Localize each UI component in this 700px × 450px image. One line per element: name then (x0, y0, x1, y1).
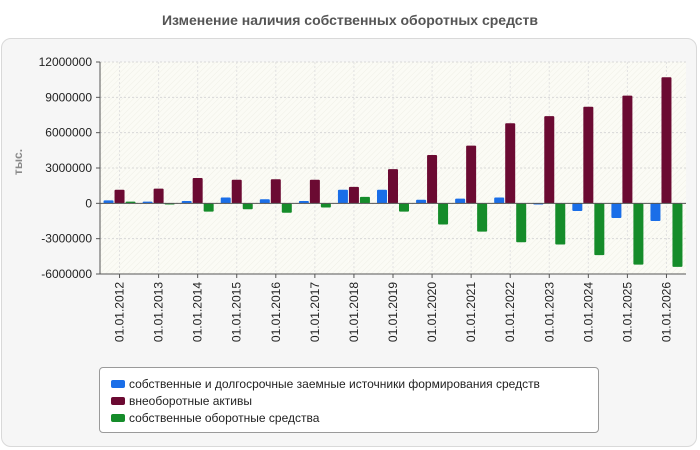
bar-series-2-01.01.2017 (320, 203, 331, 208)
bar-series-1-01.01.2025 (622, 95, 633, 204)
bar-series-2-01.01.2015 (242, 203, 253, 210)
bar-series-2-01.01.2024 (594, 203, 605, 256)
x-tick-label: 01.01.2021 (464, 282, 478, 342)
x-tick-label: 01.01.2020 (425, 282, 439, 342)
y-tick-label: -6000000 (41, 267, 92, 281)
bar-series-2-01.01.2019 (399, 203, 409, 212)
legend-swatch-sources (111, 379, 125, 388)
bar-series-0-01.01.2025 (611, 203, 622, 219)
legend-swatch-noncurrent-assets (111, 396, 125, 405)
x-tick-label: 01.01.2017 (308, 282, 322, 342)
bar-series-1-01.01.2024 (583, 106, 594, 204)
bar-series-1-01.01.2015 (231, 179, 242, 204)
bar-series-0-01.01.2026 (650, 203, 661, 221)
bar-series-2-01.01.2014 (203, 203, 214, 212)
bar-series-0-01.01.2022 (494, 197, 505, 204)
y-tick-label: 9000000 (45, 90, 92, 104)
bar-series-1-01.01.2012 (114, 189, 125, 204)
legend-label-sources: собственные и долгосрочные заемные источ… (129, 376, 540, 391)
bar-series-0-01.01.2018 (337, 189, 348, 204)
legend-label-working-capital: собственные оборотные средства (129, 410, 320, 425)
legend-item-sources: собственные и долгосрочные заемные источ… (111, 375, 598, 392)
x-tick-label: 01.01.2018 (347, 282, 361, 342)
bar-series-2-01.01.2018 (359, 196, 370, 204)
legend: собственные и долгосрочные заемные источ… (99, 367, 599, 433)
x-tick-label: 01.01.2012 (113, 282, 127, 342)
bar-series-1-01.01.2026 (661, 77, 672, 204)
bar-series-0-01.01.2016 (259, 199, 270, 204)
bar-series-0-01.01.2021 (455, 198, 466, 204)
legend-swatch-working-capital (111, 413, 125, 422)
y-axis-label: тыс. (11, 149, 25, 175)
x-tick-label: 01.01.2023 (542, 282, 556, 342)
bar-series-1-01.01.2018 (348, 186, 359, 204)
chart-title: Изменение наличия собственных оборотных … (161, 12, 539, 28)
legend-label-noncurrent-assets: внеоборотные активы (129, 393, 252, 408)
x-tick-label: 01.01.2025 (620, 282, 634, 342)
bar-series-0-01.01.2019 (377, 189, 387, 204)
x-tick-label: 01.01.2024 (581, 282, 595, 342)
bar-series-2-01.01.2021 (477, 203, 488, 232)
bar-series-0-01.01.2020 (416, 199, 427, 204)
bar-series-2-01.01.2023 (555, 203, 566, 245)
legend-item-noncurrent-assets: внеоборотные активы (111, 392, 598, 409)
bar-series-0-01.01.2024 (572, 203, 583, 211)
x-tick-label: 01.01.2015 (230, 282, 244, 342)
bar-series-1-01.01.2014 (192, 178, 203, 204)
x-tick-label: 01.01.2019 (386, 282, 400, 342)
bar-series-0-01.01.2014 (181, 200, 192, 204)
bar-series-1-01.01.2013 (153, 188, 164, 204)
bar-series-1-01.01.2017 (309, 179, 320, 204)
x-tick-label: 01.01.2013 (152, 282, 166, 342)
bar-series-1-01.01.2023 (544, 116, 555, 204)
bar-series-0-01.01.2015 (220, 197, 231, 204)
bar-series-1-01.01.2021 (466, 145, 477, 204)
y-tick-label: 3000000 (45, 161, 92, 175)
y-tick-label: -3000000 (41, 232, 92, 246)
x-tick-label: 01.01.2022 (503, 282, 517, 342)
y-tick-label: 12000000 (39, 55, 93, 69)
x-tick-label: 01.01.2026 (659, 282, 673, 342)
bar-series-0-01.01.2017 (298, 200, 309, 204)
x-tick-label: 01.01.2014 (191, 282, 205, 342)
y-tick-label: 0 (85, 196, 92, 210)
x-tick-label: 01.01.2016 (269, 282, 283, 342)
bar-series-1-01.01.2022 (505, 123, 516, 204)
y-tick-label: 6000000 (45, 126, 92, 140)
bar-series-0-01.01.2012 (103, 200, 114, 204)
bar-series-2-01.01.2026 (672, 203, 683, 267)
bar-series-1-01.01.2016 (270, 179, 281, 204)
bar-series-1-01.01.2020 (427, 155, 438, 204)
bar-series-2-01.01.2016 (281, 203, 292, 213)
bar-series-1-01.01.2019 (388, 169, 398, 204)
bar-series-2-01.01.2020 (438, 203, 449, 225)
bar-series-2-01.01.2022 (516, 203, 527, 243)
bar-series-2-01.01.2025 (633, 203, 644, 265)
legend-item-working-capital: собственные оборотные средства (111, 409, 598, 426)
